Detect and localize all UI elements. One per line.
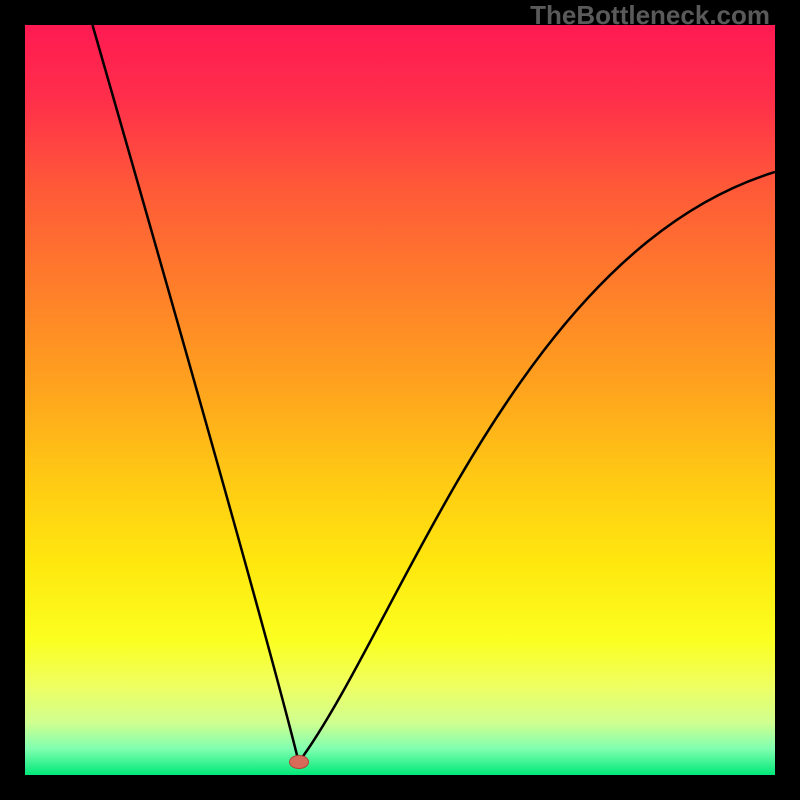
plot-area <box>25 25 775 775</box>
optimum-marker <box>289 755 309 769</box>
bottleneck-curve <box>25 25 775 775</box>
chart-container: TheBottleneck.com <box>0 0 800 800</box>
watermark-text: TheBottleneck.com <box>530 0 770 31</box>
